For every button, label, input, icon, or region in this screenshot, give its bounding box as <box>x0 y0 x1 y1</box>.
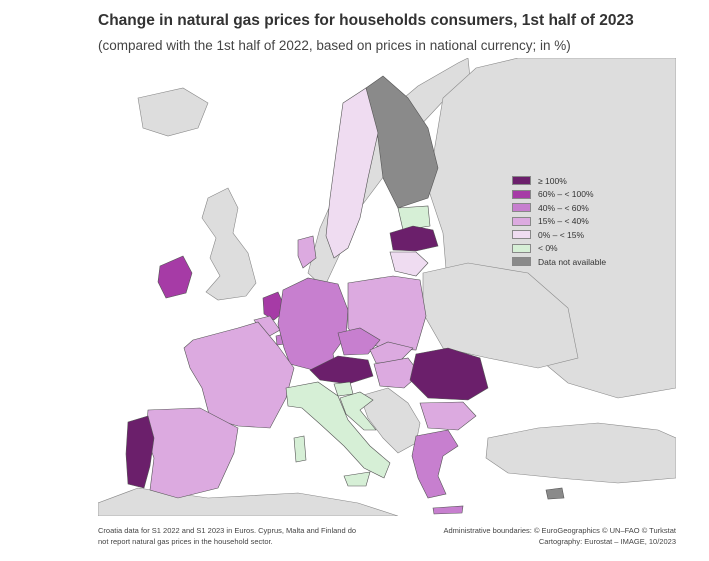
map-subtitle: (compared with the 1st half of 2022, bas… <box>98 38 571 53</box>
sicily <box>343 471 371 487</box>
legend: ≥ 100% 60% – < 100% 40% – < 60% 15% – < … <box>512 174 606 269</box>
legend-label: ≥ 100% <box>538 175 567 186</box>
uk <box>201 187 257 301</box>
footnote-right-line1: Administrative boundaries: © EuroGeograp… <box>443 526 676 535</box>
portugal <box>125 415 155 489</box>
cyprus <box>545 487 565 500</box>
sweden <box>325 87 379 259</box>
latvia <box>389 225 439 252</box>
legend-label: < 0% <box>538 243 558 254</box>
legend-item: 40% – < 60% <box>512 201 606 215</box>
legend-label: Data not available <box>538 256 607 267</box>
lithuania <box>389 251 429 277</box>
belarus-ukraine <box>422 262 579 369</box>
legend-swatch <box>512 189 531 199</box>
greece <box>411 429 459 499</box>
croatia <box>339 391 377 431</box>
legend-item: < 0% <box>512 242 606 256</box>
greenland-iceland <box>137 87 209 137</box>
romania <box>409 347 489 401</box>
europe-map <box>98 58 676 516</box>
crete <box>432 505 464 515</box>
estonia <box>397 205 431 231</box>
legend-swatch <box>512 176 531 186</box>
france <box>183 321 295 429</box>
legend-swatch <box>512 216 531 226</box>
legend-item: 60% – < 100% <box>512 188 606 202</box>
bulgaria <box>419 401 477 431</box>
footnote-left-line1: Croatia data for S1 2022 and S1 2023 in … <box>98 526 357 535</box>
legend-swatch <box>512 257 531 267</box>
legend-swatch <box>512 243 531 253</box>
legend-label: 60% – < 100% <box>538 189 594 200</box>
legend-swatch <box>512 203 531 213</box>
legend-item: Data not available <box>512 255 606 269</box>
footnote-right: Administrative boundaries: © EuroGeograp… <box>443 525 676 547</box>
map-frame <box>98 58 676 516</box>
map-title: Change in natural gas prices for househo… <box>98 12 634 29</box>
footnote-left: Croatia data for S1 2022 and S1 2023 in … <box>98 525 356 547</box>
footnote-right-line2: Cartography: Eurostat – IMAGE, 10/2023 <box>538 537 676 546</box>
ireland <box>157 255 193 299</box>
turkey <box>485 422 676 484</box>
legend-swatch <box>512 230 531 240</box>
italy <box>285 381 391 479</box>
sardinia <box>293 435 307 463</box>
slovakia <box>369 341 414 364</box>
legend-item: 0% – < 15% <box>512 228 606 242</box>
legend-label: 40% – < 60% <box>538 202 589 213</box>
legend-label: 15% – < 40% <box>538 216 589 227</box>
legend-label: 0% – < 15% <box>538 229 585 240</box>
legend-item: 15% – < 40% <box>512 215 606 229</box>
finland <box>365 75 439 209</box>
austria <box>309 355 374 385</box>
denmark <box>297 235 317 269</box>
legend-item: ≥ 100% <box>512 174 606 188</box>
czechia <box>337 327 381 356</box>
footnote-left-line2: not report natural gas prices in the hou… <box>98 537 273 546</box>
